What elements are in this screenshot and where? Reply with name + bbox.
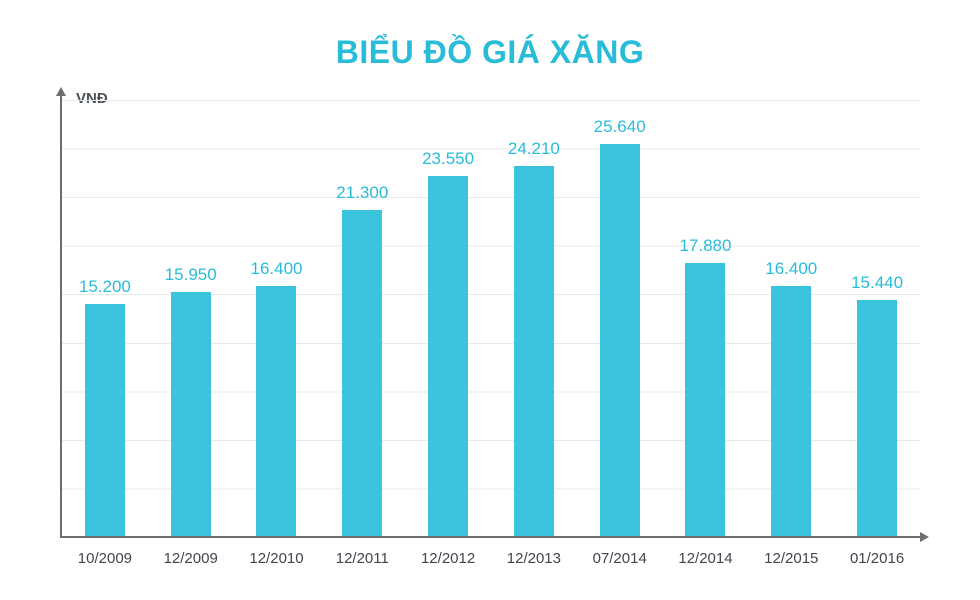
plot-area: 15.200 15.950 16.400 21.300 23.550 24.210 25.6… bbox=[62, 100, 920, 537]
bar-value-label: 15.200 bbox=[78, 276, 131, 296]
bar-group: 16.400 bbox=[234, 100, 320, 537]
bar bbox=[84, 303, 125, 537]
x-axis-tick-label: 07/2014 bbox=[592, 550, 647, 567]
bar bbox=[513, 165, 554, 537]
bar bbox=[599, 143, 640, 537]
bar-group: 17.880 bbox=[663, 100, 749, 537]
bar bbox=[256, 285, 297, 537]
bar-value-label: 24.210 bbox=[507, 138, 560, 158]
bar bbox=[428, 175, 469, 537]
bar-value-label: 17.880 bbox=[679, 235, 732, 255]
y-axis-arrow-icon bbox=[56, 87, 66, 96]
bar-value-label: 16.400 bbox=[765, 258, 818, 278]
bar-value-label: 23.550 bbox=[422, 148, 475, 168]
x-axis-arrow-icon bbox=[920, 532, 929, 542]
bar-value-label: 15.950 bbox=[164, 265, 217, 285]
bar-group: 15.440 bbox=[834, 100, 920, 537]
bar-value-label: 16.400 bbox=[250, 258, 303, 278]
bar-group: 15.950 bbox=[148, 100, 234, 537]
x-axis-tick-label: 12/2011 bbox=[335, 550, 389, 567]
x-axis bbox=[60, 532, 929, 542]
x-axis-tick-label: 12/2012 bbox=[420, 550, 476, 567]
bar-group: 21.300 bbox=[319, 100, 405, 537]
y-axis bbox=[56, 87, 66, 537]
x-axis-tick-label: 12/2009 bbox=[163, 550, 218, 567]
bar-group: 24.210 bbox=[491, 100, 577, 537]
x-axis-tick-label: 12/2013 bbox=[506, 550, 561, 567]
chart-title: BIỂU ĐỒ GIÁ XĂNG bbox=[335, 34, 645, 70]
bar-group: 15.200 bbox=[62, 100, 148, 537]
x-axis-tick-label: 10/2009 bbox=[77, 550, 133, 567]
bar bbox=[342, 210, 383, 537]
bar-group: 23.550 bbox=[405, 100, 491, 537]
x-axis-tick-label: 12/2014 bbox=[678, 550, 733, 567]
bar-value-label: 15.440 bbox=[851, 273, 904, 293]
bar bbox=[685, 262, 726, 537]
bar-value-label: 21.300 bbox=[336, 183, 389, 203]
bar-group: 25.640 bbox=[577, 100, 663, 537]
x-axis-tick-label: 01/2016 bbox=[849, 550, 905, 567]
bar bbox=[857, 300, 898, 537]
bar-group: 16.400 bbox=[748, 100, 834, 537]
bar bbox=[771, 285, 812, 537]
bar-value-label: 25.640 bbox=[593, 116, 646, 136]
bar bbox=[170, 292, 211, 537]
x-axis-tick-labels: 10/2009 12/2009 12/2010 12/2011 12/2012 12/20… bbox=[62, 550, 920, 567]
x-axis-tick-label: 12/2010 bbox=[249, 550, 304, 567]
x-axis-tick-label: 12/2015 bbox=[764, 550, 819, 567]
